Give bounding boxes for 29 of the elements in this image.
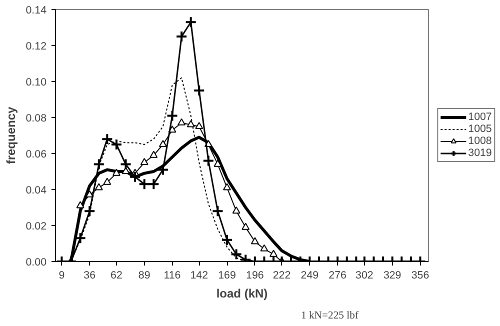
x-tick-label: 329: [383, 270, 402, 282]
legend-label: 1005: [468, 123, 492, 135]
x-tick-label: 62: [110, 270, 122, 282]
x-tick-label: 222: [272, 270, 291, 282]
legend-label: 1008: [468, 135, 492, 147]
x-tick-label: 36: [84, 270, 96, 282]
y-axis-title: frequency: [4, 106, 18, 164]
x-tick-label: 249: [300, 270, 319, 282]
y-tick-label: 0.12: [26, 40, 47, 52]
legend-label: 3019: [468, 147, 492, 159]
x-tick-label: 169: [218, 270, 236, 282]
text: 1 kN=225 lbf: [300, 310, 359, 322]
y-tick-label: 0.14: [26, 4, 47, 16]
x-tick-label: 9: [58, 270, 65, 282]
x-tick-label: 356: [411, 270, 430, 282]
legend-label: 1007: [468, 111, 492, 123]
y-tick-label: 0.02: [26, 220, 47, 232]
y-tick-label: 0.08: [26, 112, 47, 124]
x-tick-label: 142: [190, 270, 208, 282]
x-tick-label: 276: [328, 270, 347, 282]
y-tick-label: 0.10: [26, 76, 47, 88]
y-tick-label: 0.06: [26, 148, 47, 160]
x-tick-label: 116: [164, 270, 181, 282]
x-tick-label: 302: [356, 270, 374, 282]
x-tick-label: 196: [246, 270, 264, 282]
y-tick-label: 0.00: [26, 256, 47, 268]
x-axis-title: load (kN): [216, 286, 268, 300]
x-tick-label: 89: [138, 270, 150, 282]
y-tick-label: 0.04: [26, 184, 47, 196]
